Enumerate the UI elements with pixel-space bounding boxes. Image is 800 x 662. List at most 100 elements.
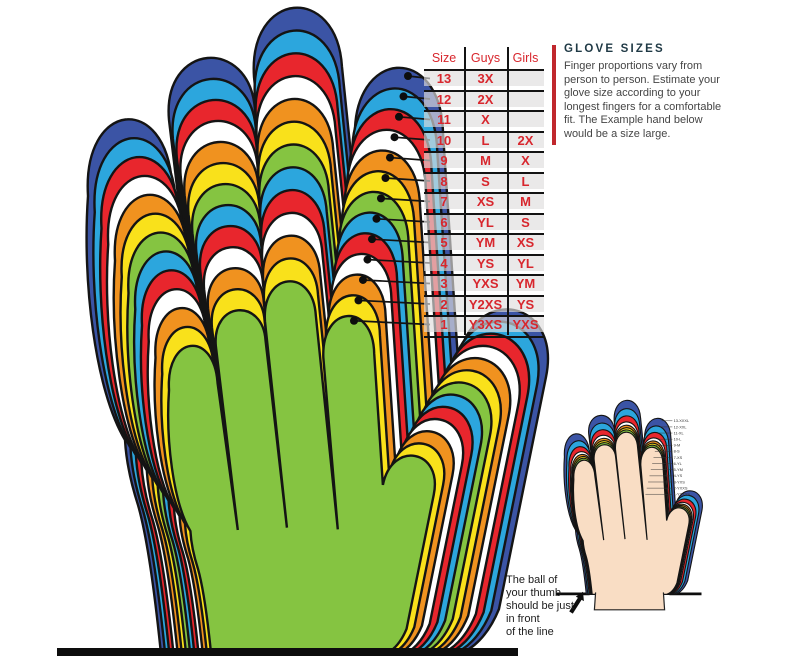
cell-size: 1 (440, 317, 448, 332)
info-title: GLOVE SIZES (564, 43, 665, 55)
cell-size: 12 (436, 91, 452, 107)
cell-guys: YXS (472, 276, 499, 291)
table-row: 6 YL S (424, 212, 544, 234)
cell-guys: XS (476, 194, 495, 209)
leader-dot-size-9 (385, 153, 394, 162)
row-background (424, 91, 544, 107)
leader-dot-size-3 (358, 275, 367, 284)
cell-size: 6 (440, 214, 448, 230)
leader-dot-size-13 (404, 72, 412, 80)
leader-dot-size-11 (394, 112, 403, 121)
baseline (57, 648, 518, 656)
mini-size-label: 9-M (674, 443, 681, 448)
cell-girls: YM (515, 276, 536, 291)
cell-guys: YM (475, 235, 496, 250)
example-hand-wrist (594, 592, 664, 609)
info-body: Finger proportions vary from person to p… (564, 60, 722, 140)
red-rule (552, 45, 556, 145)
leader-dot-size-5 (367, 235, 376, 244)
table-row: 9 M X (424, 151, 544, 172)
col-header-guys: Guys (470, 51, 501, 65)
row-background (424, 71, 544, 86)
cell-guys: Y2XS (468, 296, 503, 312)
cell-girls (507, 92, 544, 107)
cell-guys: X (481, 112, 490, 127)
table-bottom-border (424, 335, 544, 338)
mini-size-label: 12-XXL (674, 424, 688, 429)
mini-size-label: 8-S (674, 449, 680, 454)
cell-girls: YL (517, 255, 534, 271)
cell-size: 8 (440, 173, 448, 189)
arrow-shaft (569, 597, 582, 614)
table-row: 11 X (424, 110, 544, 131)
table-row: 1 Y3XS YXS (424, 315, 544, 336)
cell-girls: YS (516, 296, 535, 312)
leader-dot-size-4 (363, 255, 372, 264)
table-row: 2 Y2XS YS (424, 294, 544, 316)
row-background (424, 276, 544, 291)
row-background (424, 173, 544, 189)
table-row: 13 3X (424, 69, 544, 90)
column-divider (464, 47, 466, 335)
row-background (424, 194, 544, 209)
table-row: 10 L 2X (424, 130, 544, 152)
table-row: 12 2X (424, 89, 544, 111)
cell-girls: L (521, 173, 530, 189)
row-background (424, 317, 544, 332)
table-header-row: Size Guys Girls (424, 47, 544, 69)
leader-line-size-3 (362, 279, 431, 285)
row-background (424, 132, 544, 148)
mini-size-label: 11-XL (674, 430, 685, 435)
cell-guys: 3X (477, 71, 494, 86)
leader-line-size-2 (358, 299, 431, 305)
mini-size-label: 13-XXXL (674, 418, 690, 423)
cell-guys: Y3XS (468, 317, 503, 332)
layered-hand-illustration (57, 0, 560, 656)
mini-size-label: 1-YXXXS (674, 492, 691, 497)
leader-dot-size-8 (381, 173, 390, 182)
mini-size-label: 6-YL (674, 461, 683, 466)
hand-layer-size-1 (168, 281, 435, 655)
cell-size: 11 (437, 112, 451, 127)
table-row: 5 YM XS (424, 233, 544, 254)
leader-line-size-5 (371, 238, 431, 244)
leader-dot-size-12 (399, 92, 408, 101)
size-table: Size Guys Girls 13 3X 12 2X 11 X 10 L 2X… (424, 47, 544, 338)
col-header-girls: Girls (512, 51, 539, 65)
row-background (424, 255, 544, 271)
cell-size: 3 (440, 276, 448, 291)
cell-size: 5 (440, 235, 448, 250)
leader-dot-size-10 (390, 133, 399, 142)
table-row: 3 YXS YM (424, 274, 544, 295)
cell-size: 13 (436, 71, 452, 86)
leader-line-size-1 (353, 319, 431, 326)
mini-size-label: 4-YS (674, 473, 683, 478)
row-background (424, 235, 544, 250)
row-background (424, 296, 544, 312)
row-background (424, 112, 544, 127)
arrow-head-icon (575, 591, 584, 602)
cell-size: 4 (440, 255, 448, 271)
leader-dot-size-6 (372, 214, 381, 223)
mini-size-label: 5-YM (674, 467, 683, 472)
leader-dot-size-2 (354, 296, 363, 305)
cell-guys: S (481, 173, 490, 189)
cell-guys: M (480, 153, 491, 168)
cell-girls: 2X (517, 132, 534, 148)
row-background (424, 214, 544, 230)
cell-size: 9 (440, 153, 448, 168)
cell-guys: 2X (477, 91, 494, 107)
cell-size: 2 (440, 296, 448, 312)
table-row: 7 XS M (424, 192, 544, 213)
leader-line-size-8 (385, 177, 431, 182)
col-header-size: Size (431, 51, 457, 65)
cell-guys: YS (476, 255, 495, 271)
mini-size-label: 7-XS (674, 455, 683, 460)
table-body: 13 3X 12 2X 11 X 10 L 2X 9 M X 8 S L (424, 69, 544, 336)
cell-girls: X (521, 153, 530, 168)
mini-size-label: 2-YXXS (674, 485, 688, 490)
leader-line-size-4 (367, 258, 431, 264)
mini-size-label: 10-L (674, 437, 683, 442)
